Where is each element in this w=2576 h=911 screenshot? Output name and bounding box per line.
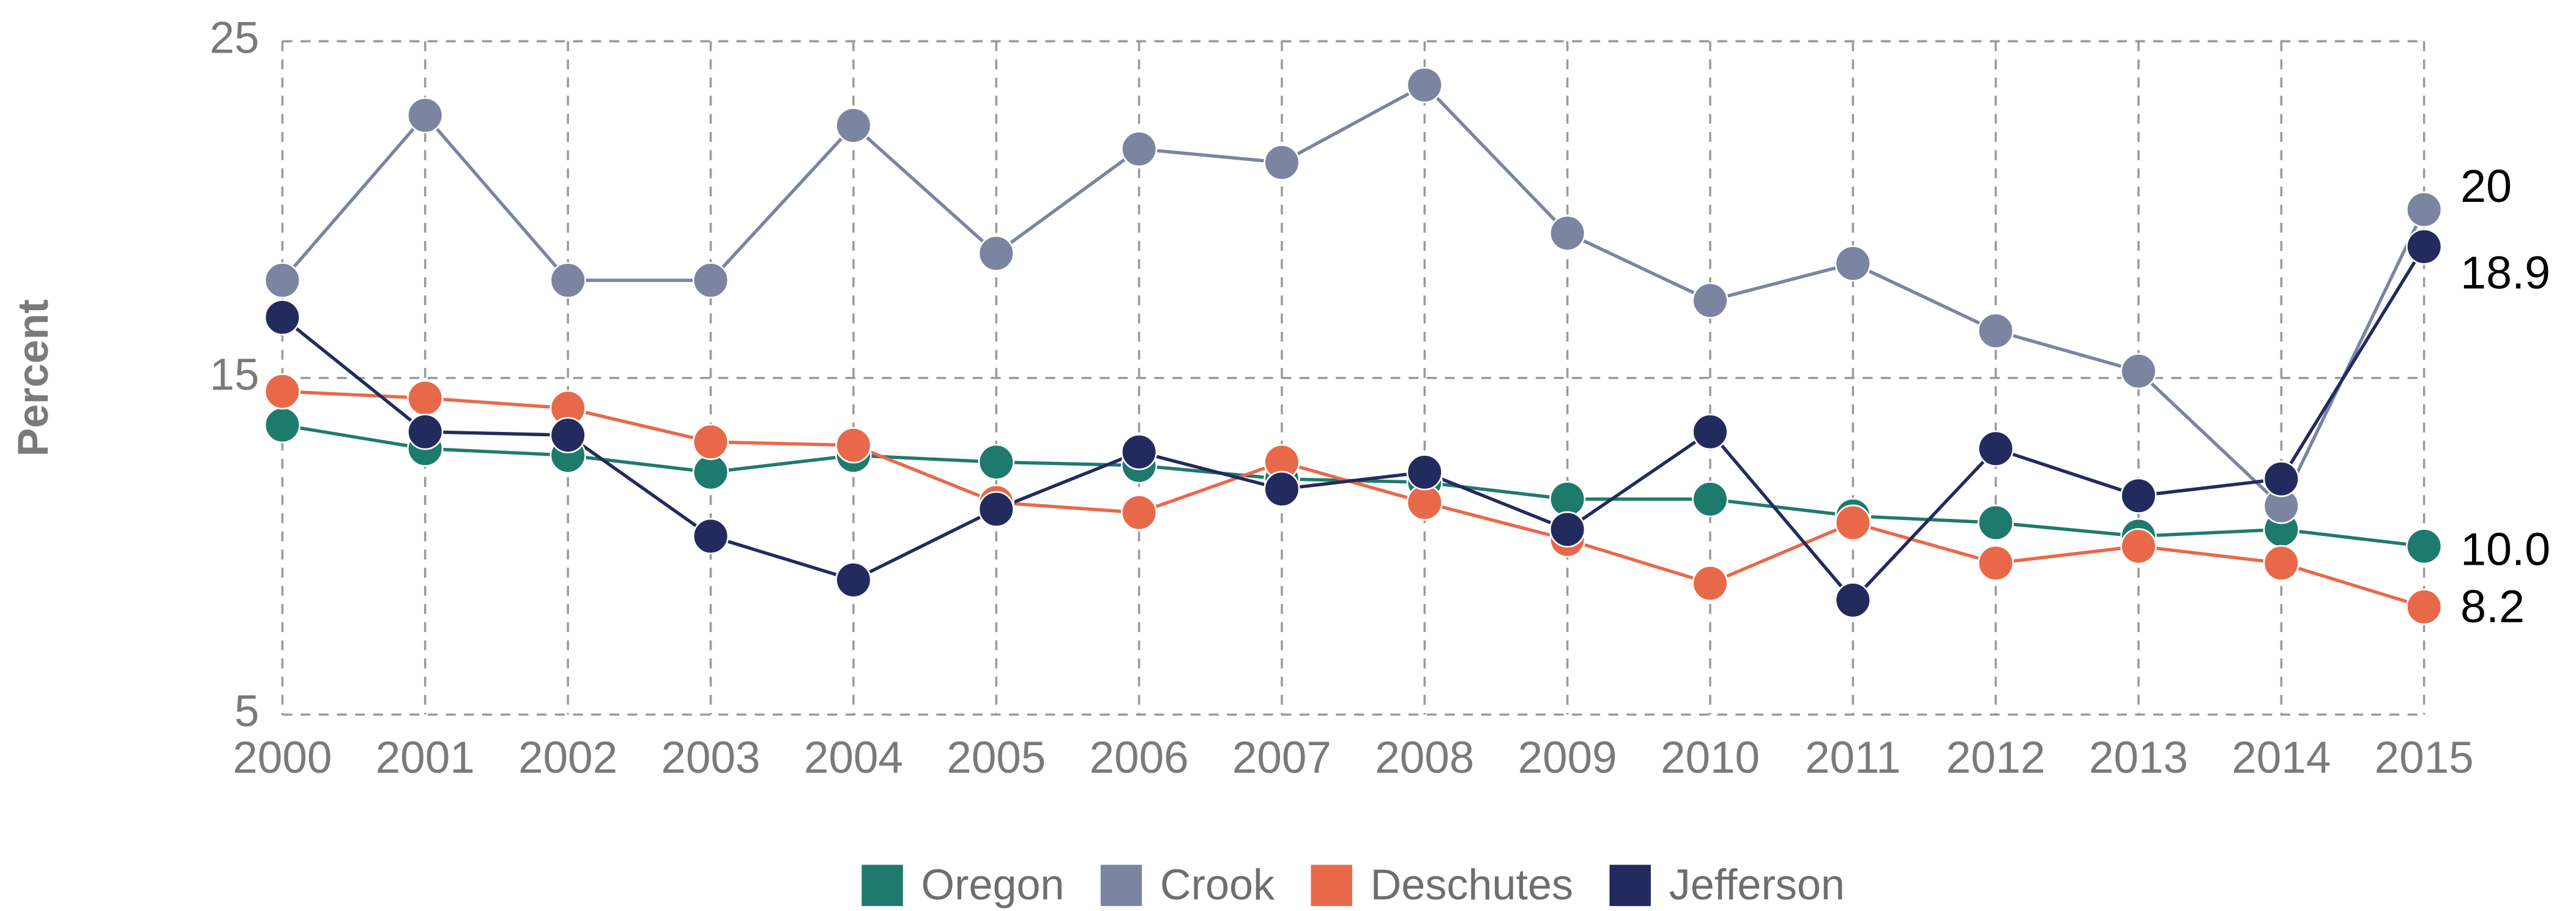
data-point [1550, 216, 1585, 251]
x-tick-label: 2015 [2375, 733, 2474, 783]
series-line [282, 85, 2424, 506]
data-point [2121, 354, 2156, 389]
data-point [693, 455, 728, 489]
legend-swatch [1311, 865, 1352, 905]
data-point [1978, 546, 2013, 581]
data-point [1122, 132, 1156, 166]
data-point [979, 445, 1014, 480]
chart: Percent 5 15 25 2000 2001 2002 2003 2004 2005 200… [0, 0, 2576, 911]
y-tick-label: 15 [210, 350, 259, 400]
x-tick-label: 2006 [1090, 733, 1189, 783]
data-point [836, 563, 871, 598]
data-point [1836, 246, 1871, 281]
data-point [1407, 68, 1442, 103]
data-point [2121, 478, 2156, 513]
data-point [408, 98, 442, 133]
data-point [693, 425, 728, 459]
series-line [282, 247, 2424, 600]
legend-label: Deschutes [1371, 860, 1573, 909]
data-point [265, 300, 300, 335]
data-point [1407, 485, 1442, 520]
data-point [1265, 145, 1300, 180]
data-point [1122, 496, 1156, 530]
legend-label: Crook [1160, 860, 1275, 909]
data-point [836, 108, 871, 143]
data-point [265, 374, 300, 409]
data-point [408, 414, 442, 449]
x-tick-label: 2004 [804, 733, 903, 783]
x-tick-label: 2013 [2089, 733, 2188, 783]
legend-label: Oregon [921, 860, 1064, 909]
x-tick-label: 2011 [1805, 733, 1901, 783]
series-line [282, 392, 2424, 607]
data-point [265, 407, 300, 442]
x-tick-label: 2000 [233, 733, 332, 783]
y-tick-label: 25 [210, 13, 259, 63]
data-point [265, 263, 300, 298]
data-point [1693, 566, 1728, 601]
page: {"chart_data": { "type": "line", "y_labe… [0, 0, 2576, 911]
x-tick-label: 2012 [1946, 733, 2046, 783]
data-point [693, 263, 728, 298]
legend-label: Jefferson [1669, 860, 1845, 909]
data-point [1693, 283, 1728, 318]
data-point [979, 236, 1014, 271]
legend: Oregon Crook Deschutes Jefferson [862, 860, 1845, 909]
end-label: 8.2 [2460, 581, 2525, 633]
data-point [1122, 434, 1156, 469]
x-tick-label: 2007 [1232, 733, 1331, 783]
data-point [1978, 431, 2013, 466]
data-point [1693, 482, 1728, 516]
data-point [2407, 229, 2441, 264]
y-tick-label: 5 [234, 686, 259, 736]
data-point [1693, 414, 1728, 449]
legend-swatch [1101, 865, 1142, 905]
data-point [1978, 313, 2013, 348]
x-tick-label: 2009 [1518, 733, 1617, 783]
y-axis-label: Percent [9, 299, 57, 456]
data-point [1550, 482, 1585, 516]
data-point [1407, 455, 1442, 489]
data-point [551, 263, 586, 298]
x-tick-label: 2010 [1661, 733, 1760, 783]
end-label: 10.0 [2460, 524, 2550, 576]
data-point [2121, 529, 2156, 564]
data-point [551, 418, 586, 453]
data-point [836, 428, 871, 463]
data-point [2407, 192, 2441, 227]
data-point [1978, 505, 2013, 540]
x-tick-label: 2014 [2232, 733, 2331, 783]
data-point [2407, 590, 2441, 625]
data-point [2264, 546, 2299, 581]
data-point [1265, 472, 1300, 507]
data-point [1836, 583, 1871, 618]
end-label: 18.9 [2460, 248, 2550, 299]
data-point [1550, 512, 1585, 547]
data-point [979, 492, 1014, 527]
legend-swatch [862, 865, 903, 905]
x-tick-label: 2002 [518, 733, 617, 783]
x-tick-label: 2005 [947, 733, 1046, 783]
x-tick-label: 2003 [661, 733, 761, 783]
data-point [2264, 461, 2299, 496]
data-point [1836, 505, 1871, 540]
end-label: 20 [2460, 161, 2512, 212]
x-tick-label: 2001 [376, 733, 475, 783]
legend-swatch [1609, 865, 1650, 905]
data-point [693, 519, 728, 554]
x-tick-label: 2008 [1375, 733, 1474, 783]
data-point [2407, 529, 2441, 564]
data-point [408, 381, 442, 415]
